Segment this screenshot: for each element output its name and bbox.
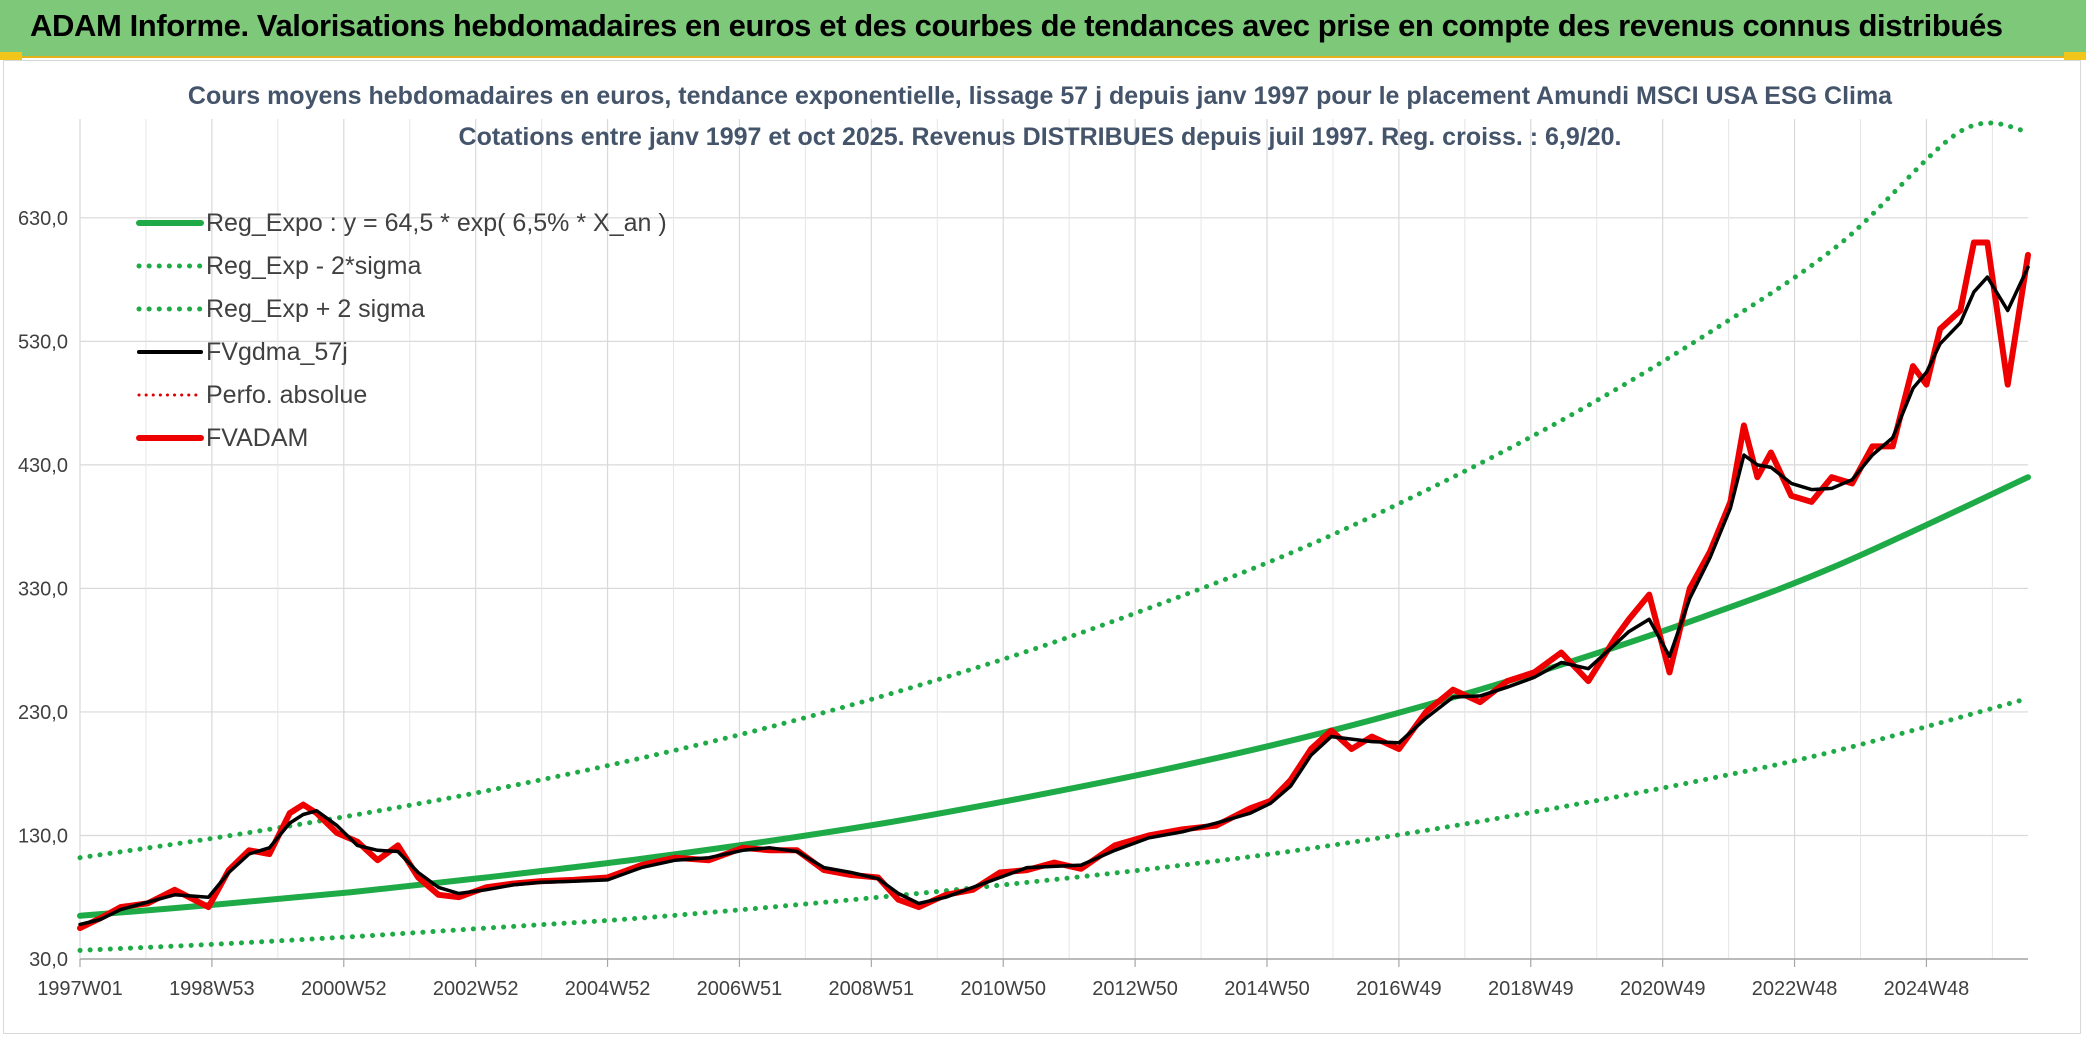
x-tick-label: 1998W53 (169, 978, 255, 1000)
series-reg-minus-2sigma (77, 695, 2031, 953)
x-tick-label: 1997W01 (37, 978, 123, 1000)
report-title: ADAM Informe. Valorisations hebdomadaire… (30, 8, 2003, 43)
x-tick-label: 2000W52 (301, 978, 387, 1000)
y-tick-label: 130,0 (18, 825, 68, 847)
x-tick-label: 2024W48 (1884, 978, 1970, 1000)
legend-item: FVgdma_57j (137, 338, 348, 366)
x-tick-label: 2014W50 (1224, 978, 1310, 1000)
legend-item: Reg_Expo : y = 64,5 * exp( 6,5% * X_an ) (136, 209, 667, 237)
x-tick-label: 2008W51 (829, 978, 915, 1000)
x-tick-label: 2012W50 (1092, 978, 1178, 1000)
legend-label: FVADAM (206, 424, 308, 452)
series-fvadam (77, 239, 2031, 932)
y-tick-label: 530,0 (18, 331, 68, 353)
chart-area: 30,0 130,0 230,0 330,0 430,0 530,0 630,0 1997W0… (3, 60, 2081, 1034)
x-tick-label: 2022W48 (1752, 978, 1838, 1000)
report-header: ADAM Informe. Valorisations hebdomadaire… (0, 0, 2086, 58)
legend-item: Reg_Exp + 2 sigma (136, 295, 425, 323)
legend-item: FVADAM (136, 424, 308, 452)
axes: 30,0 130,0 230,0 330,0 430,0 530,0 630,0 1997W0… (18, 208, 2028, 1000)
y-tick-label: 330,0 (18, 578, 68, 600)
series-reg-expo (77, 474, 2031, 919)
x-tick-label: 2002W52 (433, 978, 519, 1000)
legend-item: Reg_Exp - 2*sigma (136, 252, 421, 280)
x-tick-label: 2016W49 (1356, 978, 1442, 1000)
legend-label: Reg_Expo : y = 64,5 * exp( 6,5% * X_an ) (206, 209, 667, 237)
legend-label: Reg_Exp + 2 sigma (206, 295, 425, 323)
chart-title: Cours moyens hebdomadaires en euros, ten… (188, 82, 1893, 110)
chart-legend: Reg_Expo : y = 64,5 * exp( 6,5% * X_an )… (136, 209, 667, 452)
series-reg-plus-2sigma (77, 120, 2031, 861)
corner-accent-right (2064, 52, 2086, 60)
series-layer (77, 120, 2031, 953)
x-tick-label: 2006W51 (697, 978, 783, 1000)
corner-accent-left (0, 52, 22, 60)
y-tick-label: 230,0 (18, 702, 68, 724)
gridlines (79, 119, 2028, 960)
chart-subtitle: Cotations entre janv 1997 et oct 2025. R… (459, 123, 1622, 151)
series-fvgdma-57j (78, 265, 2030, 927)
y-tick-label: 30,0 (29, 949, 68, 971)
x-tick-label: 2004W52 (565, 978, 651, 1000)
y-tick-label: 430,0 (18, 455, 68, 477)
legend-label: Perfo. absolue (206, 381, 367, 409)
chart-svg: 30,0 130,0 230,0 330,0 430,0 530,0 630,0 1997W0… (18, 82, 2031, 1000)
x-tick-label: 2010W50 (960, 978, 1046, 1000)
legend-label: Reg_Exp - 2*sigma (206, 252, 421, 280)
y-tick-label: 630,0 (18, 208, 68, 230)
legend-item: Perfo. absolue (137, 381, 367, 409)
x-tick-label: 2020W49 (1620, 978, 1706, 1000)
legend-label: FVgdma_57j (206, 338, 348, 366)
x-tick-label: 2018W49 (1488, 978, 1574, 1000)
